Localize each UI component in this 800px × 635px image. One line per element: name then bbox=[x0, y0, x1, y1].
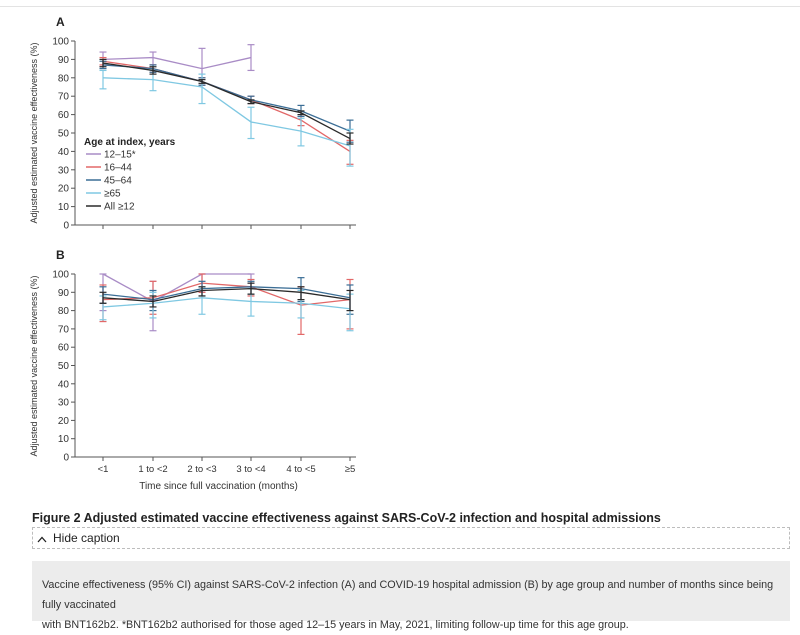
x-tick-label: 2 to <3 bbox=[187, 464, 216, 475]
panel-label: A bbox=[56, 15, 65, 29]
y-tick-label: 60 bbox=[58, 343, 70, 354]
legend-entry: 16–44 bbox=[104, 163, 132, 174]
y-tick-label: 80 bbox=[58, 306, 70, 317]
x-tick-label: <1 bbox=[98, 464, 109, 475]
y-tick-label: 70 bbox=[58, 324, 70, 335]
y-tick-label: 0 bbox=[63, 221, 69, 232]
chevron-up-icon bbox=[37, 533, 47, 545]
series-line bbox=[102, 273, 251, 303]
panel-label: B bbox=[56, 248, 65, 262]
series-line bbox=[102, 286, 351, 301]
x-tick-label: 4 to <5 bbox=[286, 464, 315, 475]
figure-title: Figure 2 Adjusted estimated vaccine effe… bbox=[32, 511, 661, 525]
caption-text: Vaccine effectiveness (95% CI) against S… bbox=[32, 561, 790, 631]
y-tick-label: 30 bbox=[58, 398, 70, 409]
y-tick-label: 30 bbox=[58, 165, 70, 176]
series-45-64-3 bbox=[99, 277, 354, 315]
caption-line-1: Vaccine effectiveness (95% CI) against S… bbox=[42, 579, 774, 611]
series-line bbox=[102, 297, 351, 310]
y-tick-label: 40 bbox=[58, 147, 70, 158]
series-16-44-2 bbox=[99, 56, 354, 165]
x-tick-label: 1 to <2 bbox=[138, 464, 167, 475]
y-tick-label: 10 bbox=[58, 202, 70, 213]
y-tick-label: 50 bbox=[58, 129, 70, 140]
panel-a: A Adjusted estimated vaccine effectivenes… bbox=[29, 15, 356, 232]
y-axis-label: Adjusted estimated vaccine effectiveness… bbox=[29, 43, 39, 224]
y-tick-label: 70 bbox=[58, 92, 70, 103]
caption-line-2: with BNT162b2. *BNT162b2 authorised for … bbox=[42, 619, 629, 631]
series-line bbox=[102, 56, 252, 70]
y-tick-label: 0 bbox=[63, 453, 69, 464]
y-tick-label: 80 bbox=[58, 73, 70, 84]
y-tick-label: 50 bbox=[58, 361, 70, 372]
legend-entry: ≥65 bbox=[104, 189, 121, 200]
y-tick-label: 10 bbox=[58, 434, 70, 445]
y-tick-label: 40 bbox=[58, 379, 70, 390]
y-tick-label: 20 bbox=[58, 416, 70, 427]
legend-entry: All ≥12 bbox=[104, 202, 135, 213]
series-12-15-1 bbox=[99, 273, 255, 332]
series-all-12-5 bbox=[99, 282, 354, 312]
x-tick-label: 3 to <4 bbox=[236, 464, 265, 475]
series-all-12-5 bbox=[99, 58, 354, 145]
series-line bbox=[102, 287, 351, 303]
top-divider bbox=[0, 6, 800, 7]
y-tick-label: 90 bbox=[58, 55, 70, 66]
y-tick-label: 100 bbox=[52, 37, 69, 48]
figure-chart: A Adjusted estimated vaccine effectivenes… bbox=[29, 15, 356, 492]
legend: Age at index, years 12–15* 16–44 45–64 ≥65 Al… bbox=[84, 137, 176, 213]
legend-entry: 12–15* bbox=[104, 150, 136, 161]
hide-caption-button[interactable]: Hide caption bbox=[32, 527, 790, 549]
series-line bbox=[102, 77, 351, 147]
y-tick-label: 90 bbox=[58, 288, 70, 299]
y-tick-label: 60 bbox=[58, 110, 70, 121]
series-line bbox=[102, 64, 351, 132]
series-line bbox=[102, 62, 351, 140]
y-tick-label: 100 bbox=[52, 270, 69, 281]
panel-b: B Adjusted estimated vaccine effectivenes… bbox=[29, 248, 356, 492]
x-tick-label: ≥5 bbox=[345, 464, 356, 475]
y-tick-label: 20 bbox=[58, 184, 70, 195]
y-axis-label: Adjusted estimated vaccine effectiveness… bbox=[29, 276, 39, 457]
hide-caption-label: Hide caption bbox=[53, 531, 120, 545]
legend-entry: 45–64 bbox=[104, 176, 132, 187]
x-axis-label: Time since full vaccination (months) bbox=[139, 481, 298, 492]
legend-title: Age at index, years bbox=[84, 137, 176, 148]
series-65-4 bbox=[99, 69, 354, 167]
